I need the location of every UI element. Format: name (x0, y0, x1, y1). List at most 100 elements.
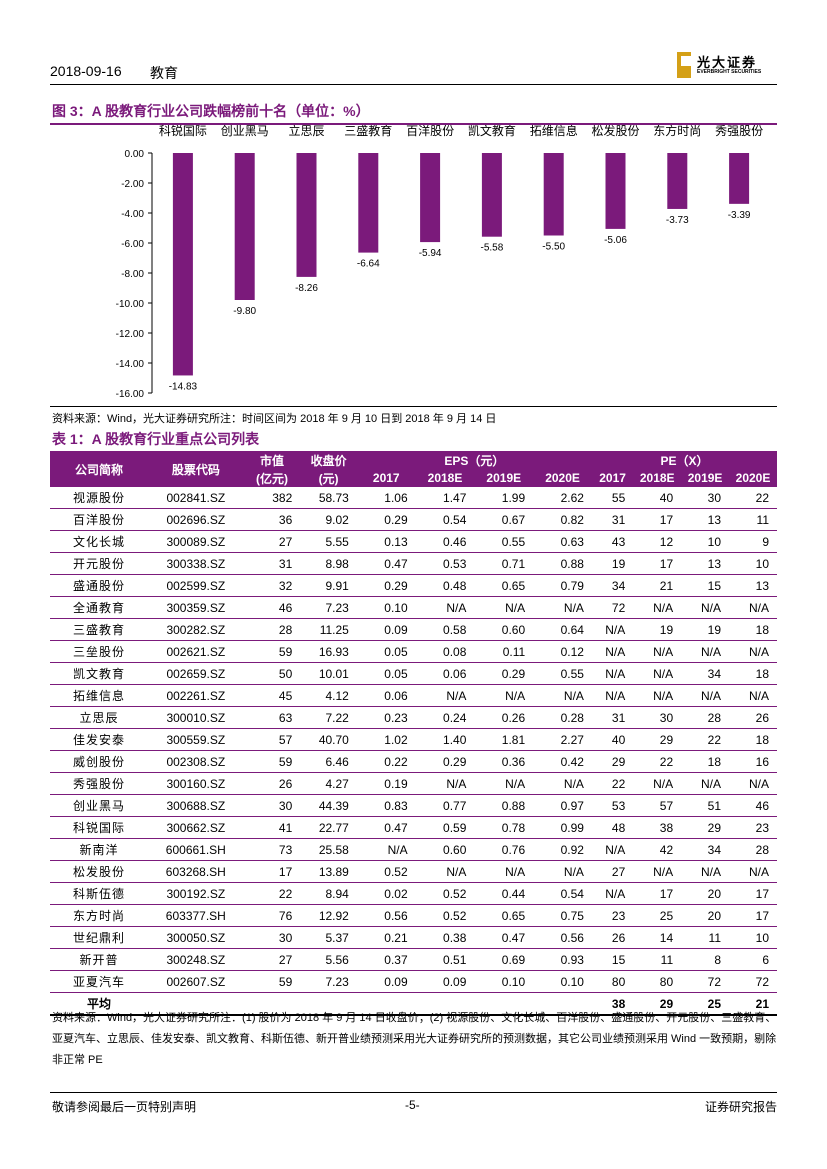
table-cell: 76 (243, 904, 301, 927)
table-cell: 0.10 (356, 596, 416, 619)
table-cell: N/A (591, 662, 634, 685)
table-source-note: 资料来源：Wind，光大证券研究所注：(1) 股价为 2018 年 9 月 14… (52, 1012, 777, 1066)
average-cell: 29 (633, 992, 682, 1016)
table-cell: 0.36 (474, 750, 534, 773)
col-eps-2018: 2018E (415, 469, 475, 487)
table-cell: 7.23 (300, 970, 357, 993)
table-cell: N/A (633, 662, 682, 685)
data-label: -8.26 (295, 283, 318, 294)
category-label: 秀强股份 (715, 125, 763, 138)
table-cell: 43 (591, 530, 634, 553)
table-cell: 世纪鼎利 (50, 926, 148, 949)
table-cell: 22 (729, 487, 777, 509)
table-cell: 东方时尚 (50, 904, 148, 927)
table-cell: 8.94 (300, 882, 357, 905)
table-cell: 0.28 (533, 706, 592, 729)
table-cell: 002607.SZ (147, 970, 244, 993)
table-cell: 0.29 (356, 574, 416, 597)
table-cell: 0.46 (415, 530, 475, 553)
table-cell: 8.98 (300, 552, 357, 575)
bar (605, 153, 626, 229)
table-cell: 新开普 (50, 948, 148, 971)
table-cell: 8 (681, 948, 730, 971)
table-cell: 0.26 (474, 706, 534, 729)
col-pe-2018: 2018E (633, 469, 682, 487)
table-cell: N/A (533, 596, 592, 619)
category-label: 东方时尚 (653, 125, 701, 138)
table-cell: 0.05 (356, 640, 416, 663)
table-cell: 0.29 (356, 508, 416, 531)
table-row: 创业黑马 300688.SZ 30 44.39 0.83 0.77 0.88 0.97 53 57… (50, 794, 777, 817)
category-label: 百洋股份 (406, 125, 454, 138)
table-cell: 26 (729, 706, 777, 729)
table-cell: 72 (729, 970, 777, 993)
table-cell: N/A (533, 860, 592, 883)
table-cell: 57 (633, 794, 682, 817)
table-cell: 11 (681, 926, 730, 949)
col-eps-2020: 2020E (533, 469, 592, 487)
table-cell: 0.52 (356, 860, 416, 883)
table-cell: 0.10 (474, 970, 534, 993)
table-cell: 亚夏汽车 (50, 970, 148, 993)
table-cell: 17 (243, 860, 301, 883)
table-cell: 盛通股份 (50, 574, 148, 597)
table-cell: N/A (591, 882, 634, 905)
table-cell: 0.37 (356, 948, 416, 971)
table-cell: 002621.SZ (147, 640, 244, 663)
table-cell: 0.58 (415, 618, 475, 641)
y-tick-label: -10.00 (116, 299, 145, 310)
table-row: 立思辰 300010.SZ 63 7.22 0.23 0.24 0.26 0.28 31 30 28… (50, 706, 777, 729)
table-cell: 53 (591, 794, 634, 817)
table-cell: 文化长城 (50, 530, 148, 553)
col-pe-2019: 2019E (681, 469, 730, 487)
table-cell: 002599.SZ (147, 574, 244, 597)
table-cell: 0.55 (533, 662, 592, 685)
table-cell: 59 (243, 970, 301, 993)
table-cell: 0.42 (533, 750, 592, 773)
bar (543, 153, 564, 236)
table-cell: 0.09 (356, 618, 416, 641)
table-cell: N/A (591, 838, 634, 861)
table-cell: 5.55 (300, 530, 357, 553)
table-cell: 0.88 (533, 552, 592, 575)
data-label: -5.06 (604, 235, 627, 246)
table-cell: 0.24 (415, 706, 475, 729)
table-cell: 凯文教育 (50, 662, 148, 685)
data-label: -3.39 (728, 210, 751, 221)
bar (234, 153, 255, 300)
table-cell: 0.54 (533, 882, 592, 905)
table-cell: 0.21 (356, 926, 416, 949)
table-cell: 0.08 (415, 640, 475, 663)
table-cell: 4.12 (300, 684, 357, 707)
table-cell: N/A (474, 860, 534, 883)
table-cell: 0.44 (474, 882, 534, 905)
header-divider (50, 84, 777, 85)
table-cell: 55 (591, 487, 634, 509)
table-cell: 0.67 (474, 508, 534, 531)
average-cell (533, 992, 592, 1016)
table-cell: 0.56 (533, 926, 592, 949)
table-cell: 002841.SZ (147, 487, 244, 509)
table-cell: 34 (681, 838, 730, 861)
bar (296, 153, 317, 277)
table-cell: 16.93 (300, 640, 357, 663)
table-cell: 30 (633, 706, 682, 729)
table-cell: 佳发安泰 (50, 728, 148, 751)
table-cell: 28 (681, 706, 730, 729)
table-cell: 51 (681, 794, 730, 817)
brand-logo: 光大证券 EVERBRIGHT SECURITIES (677, 52, 777, 82)
table-cell: N/A (591, 684, 634, 707)
table-cell: 0.75 (533, 904, 592, 927)
table-cell: 创业黑马 (50, 794, 148, 817)
table-cell: 25.58 (300, 838, 357, 861)
table-cell: 10 (681, 530, 730, 553)
table-cell: 46 (243, 596, 301, 619)
y-tick-label: -14.00 (116, 359, 145, 370)
table-cell: 4.27 (300, 772, 357, 795)
table-cell: N/A (681, 772, 730, 795)
table-cell: 5.37 (300, 926, 357, 949)
table-cell: 13 (681, 552, 730, 575)
table-cell: 0.82 (533, 508, 592, 531)
data-label: -14.83 (169, 381, 198, 392)
table-cell: 6.46 (300, 750, 357, 773)
